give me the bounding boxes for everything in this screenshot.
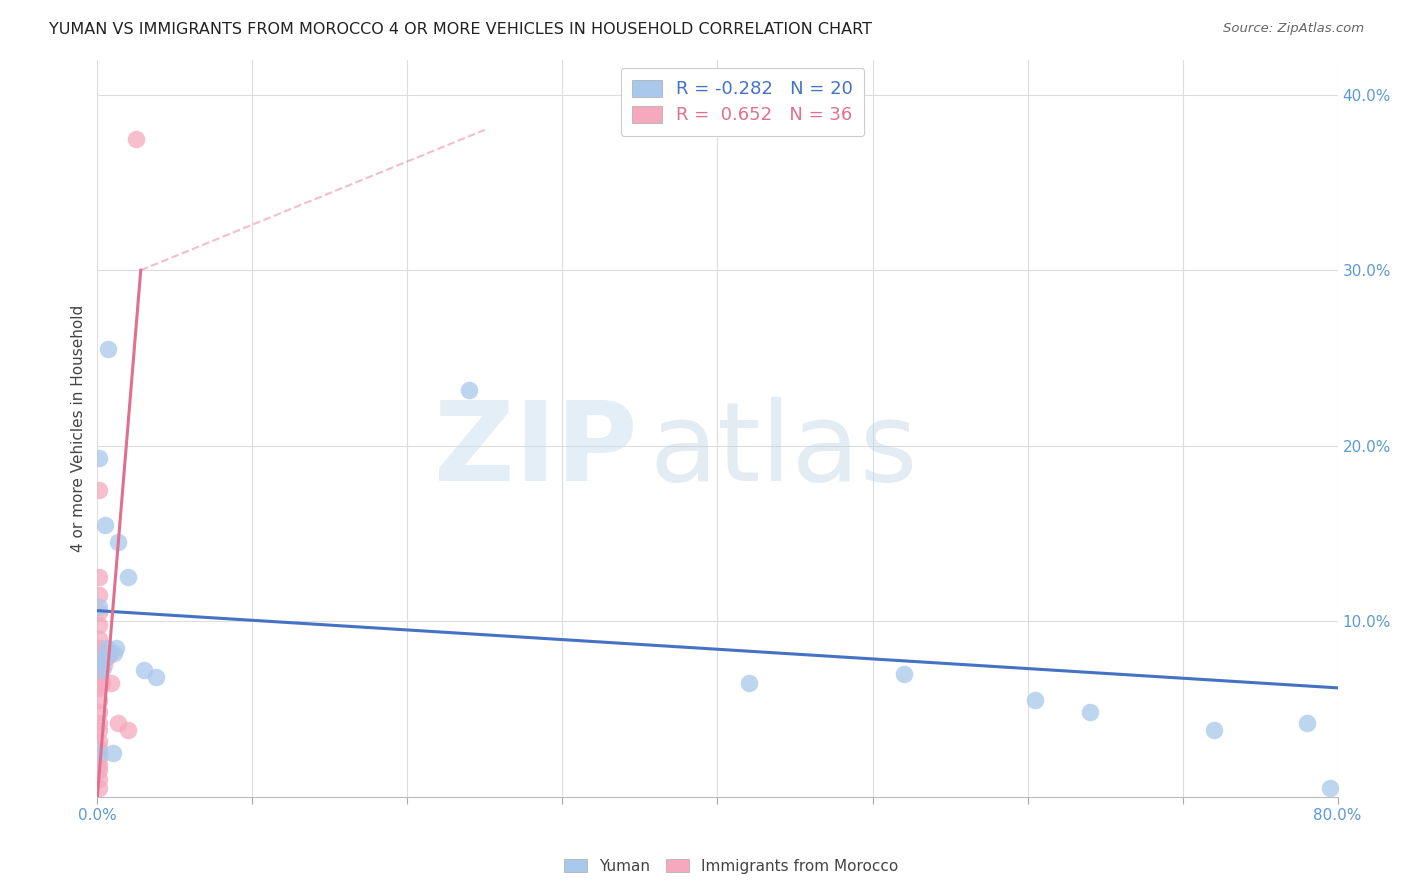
Point xyxy=(1319,780,1341,795)
Point xyxy=(87,632,110,646)
Text: Source: ZipAtlas.com: Source: ZipAtlas.com xyxy=(1223,22,1364,36)
Point xyxy=(103,646,125,660)
Point xyxy=(87,780,110,795)
Text: ZIP: ZIP xyxy=(433,397,637,504)
Point xyxy=(87,758,110,772)
Point xyxy=(94,649,117,664)
Point xyxy=(98,646,121,660)
Point xyxy=(1295,716,1317,731)
Point xyxy=(87,640,110,655)
Point xyxy=(87,746,110,760)
Point xyxy=(87,772,110,786)
Point xyxy=(117,723,139,737)
Point xyxy=(97,342,120,356)
Point xyxy=(87,649,110,664)
Point xyxy=(132,663,155,677)
Point xyxy=(87,570,110,584)
Point xyxy=(87,606,110,620)
Point xyxy=(89,663,111,677)
Text: atlas: atlas xyxy=(650,397,918,504)
Point xyxy=(87,733,110,747)
Point xyxy=(1078,706,1101,720)
Point xyxy=(125,131,148,145)
Point xyxy=(87,723,110,737)
Point xyxy=(1202,723,1225,737)
Point xyxy=(107,716,129,731)
Point xyxy=(104,640,127,655)
Point xyxy=(87,681,110,695)
Y-axis label: 4 or more Vehicles in Household: 4 or more Vehicles in Household xyxy=(72,304,86,552)
Point xyxy=(93,653,115,667)
Point xyxy=(737,675,759,690)
Point xyxy=(91,653,114,667)
Point xyxy=(87,751,110,765)
Point xyxy=(97,649,120,664)
Point xyxy=(87,600,110,615)
Point xyxy=(893,666,915,681)
Point xyxy=(107,535,129,549)
Point xyxy=(87,670,110,684)
Point xyxy=(1024,693,1046,707)
Point xyxy=(94,517,117,532)
Point xyxy=(91,663,114,677)
Point xyxy=(87,658,110,673)
Point xyxy=(91,675,114,690)
Point xyxy=(458,383,481,397)
Point xyxy=(87,483,110,497)
Point xyxy=(87,706,110,720)
Point xyxy=(89,675,111,690)
Point xyxy=(101,746,124,760)
Point xyxy=(145,670,167,684)
Point xyxy=(87,716,110,731)
Legend: Yuman, Immigrants from Morocco: Yuman, Immigrants from Morocco xyxy=(558,853,904,880)
Point xyxy=(87,693,110,707)
Point xyxy=(87,588,110,602)
Point xyxy=(96,649,118,664)
Point xyxy=(117,570,139,584)
Text: YUMAN VS IMMIGRANTS FROM MOROCCO 4 OR MORE VEHICLES IN HOUSEHOLD CORRELATION CHA: YUMAN VS IMMIGRANTS FROM MOROCCO 4 OR MO… xyxy=(49,22,872,37)
Point xyxy=(96,640,118,655)
Point xyxy=(89,649,111,664)
Point xyxy=(89,653,111,667)
Point xyxy=(93,658,115,673)
Point xyxy=(87,617,110,632)
Legend: R = -0.282   N = 20, R =  0.652   N = 36: R = -0.282 N = 20, R = 0.652 N = 36 xyxy=(620,68,865,136)
Point xyxy=(87,450,110,465)
Point xyxy=(100,675,122,690)
Point xyxy=(87,740,110,755)
Point xyxy=(87,764,110,778)
